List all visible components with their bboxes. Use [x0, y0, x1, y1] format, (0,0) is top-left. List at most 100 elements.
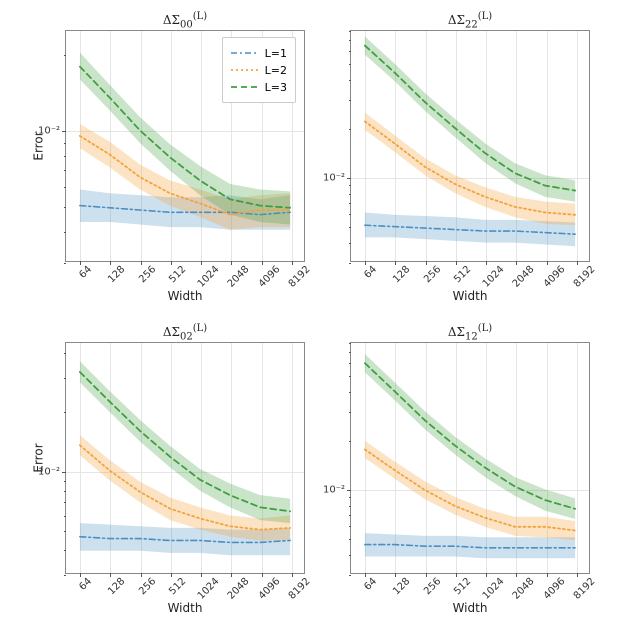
panel-p22: ΔΣ22(L)Width10⁻²641282565121024204840968… [350, 30, 590, 262]
xtick-mark [486, 573, 487, 577]
xtick-label: 128 [391, 576, 412, 597]
xtick-label: 2048 [226, 576, 252, 602]
xtick-label: 1024 [196, 264, 222, 290]
xtick-mark [395, 261, 396, 265]
ytick-minor [64, 575, 66, 576]
xtick-mark [577, 573, 578, 577]
legend-label: L=2 [265, 64, 287, 77]
xtick-mark [231, 261, 232, 265]
xtick-mark [516, 573, 517, 577]
xtick-label: 2048 [511, 264, 537, 290]
xtick-label: 512 [167, 264, 188, 285]
xtick-mark [201, 261, 202, 265]
legend-label: L=3 [265, 81, 287, 94]
xtick-mark [110, 573, 111, 577]
xtick-label: 64 [362, 576, 379, 593]
xtick-label: 1024 [196, 576, 222, 602]
xtick-label: 128 [106, 576, 127, 597]
xtick-mark [516, 261, 517, 265]
xtick-mark [171, 573, 172, 577]
xtick-label: 8192 [287, 576, 313, 602]
series-band-L2 [80, 435, 290, 540]
xtick-label: 256 [422, 576, 443, 597]
xtick-mark [80, 261, 81, 265]
panel-title: ΔΣ02(L) [66, 323, 304, 342]
xtick-label: 256 [137, 576, 158, 597]
xtick-label: 256 [422, 264, 443, 285]
legend-label: L=1 [265, 47, 287, 60]
ytick-minor [64, 263, 66, 264]
legend-swatch-L2 [231, 64, 259, 76]
xtick-label: 8192 [572, 264, 598, 290]
xtick-label: 64 [362, 264, 379, 281]
xtick-mark [292, 573, 293, 577]
xtick-mark [426, 261, 427, 265]
ytick-label: 10⁻² [38, 466, 60, 477]
series-band-L2 [365, 112, 575, 225]
xtick-mark [292, 261, 293, 265]
xtick-label: 512 [452, 264, 473, 285]
xtick-mark [577, 261, 578, 265]
xtick-mark [110, 261, 111, 265]
xtick-mark [262, 573, 263, 577]
plot-area [66, 343, 304, 573]
xtick-label: 512 [167, 576, 188, 597]
xtick-label: 8192 [287, 264, 313, 290]
series-band-L3 [80, 361, 290, 523]
xtick-mark [262, 261, 263, 265]
xtick-mark [80, 573, 81, 577]
x-axis-label: Width [351, 289, 589, 303]
xtick-mark [141, 573, 142, 577]
ytick-minor [349, 263, 351, 264]
ytick-label: 10⁻² [323, 484, 345, 495]
xtick-label: 512 [452, 576, 473, 597]
xtick-label: 4096 [256, 576, 282, 602]
xtick-mark [456, 573, 457, 577]
xtick-mark [486, 261, 487, 265]
xtick-mark [456, 261, 457, 265]
series-band-L3 [365, 36, 575, 201]
xtick-label: 64 [77, 264, 94, 281]
xtick-mark [141, 261, 142, 265]
xtick-label: 4096 [541, 264, 567, 290]
plot-area [351, 343, 589, 573]
legend-swatch-L1 [231, 47, 259, 59]
ytick-minor [349, 575, 351, 576]
x-axis-label: Width [66, 289, 304, 303]
xtick-label: 128 [106, 264, 127, 285]
legend-item-L1: L=1 [231, 45, 287, 61]
xtick-mark [365, 573, 366, 577]
panel-title: ΔΣ00(L) [66, 11, 304, 30]
panel-title: ΔΣ22(L) [351, 11, 589, 30]
plot-area [351, 31, 589, 261]
xtick-label: 2048 [511, 576, 537, 602]
panel-title: ΔΣ12(L) [351, 323, 589, 342]
figure: ΔΣ00(L)ErrorWidth10⁻²6412825651210242048… [0, 0, 632, 628]
xtick-label: 2048 [226, 264, 252, 290]
xtick-mark [547, 573, 548, 577]
panel-p02: ΔΣ02(L)ErrorWidth10⁻²6412825651210242048… [65, 342, 305, 574]
ytick-label: 10⁻² [323, 172, 345, 183]
legend: L=1 L=2 L=3 [222, 37, 296, 103]
xtick-mark [395, 573, 396, 577]
x-axis-label: Width [66, 601, 304, 615]
xtick-label: 8192 [572, 576, 598, 602]
legend-item-L3: L=3 [231, 79, 287, 95]
xtick-mark [231, 573, 232, 577]
xtick-label: 4096 [256, 264, 282, 290]
xtick-label: 1024 [481, 264, 507, 290]
panel-p12: ΔΣ12(L)Width10⁻²641282565121024204840968… [350, 342, 590, 574]
xtick-label: 4096 [541, 576, 567, 602]
xtick-mark [201, 573, 202, 577]
xtick-label: 128 [391, 264, 412, 285]
xtick-label: 256 [137, 264, 158, 285]
series-band-L3 [365, 354, 575, 519]
panel-p00: ΔΣ00(L)ErrorWidth10⁻²6412825651210242048… [65, 30, 305, 262]
legend-swatch-L3 [231, 81, 259, 93]
xtick-mark [365, 261, 366, 265]
xtick-mark [171, 261, 172, 265]
xtick-label: 1024 [481, 576, 507, 602]
xtick-label: 64 [77, 576, 94, 593]
xtick-mark [547, 261, 548, 265]
x-axis-label: Width [351, 601, 589, 615]
